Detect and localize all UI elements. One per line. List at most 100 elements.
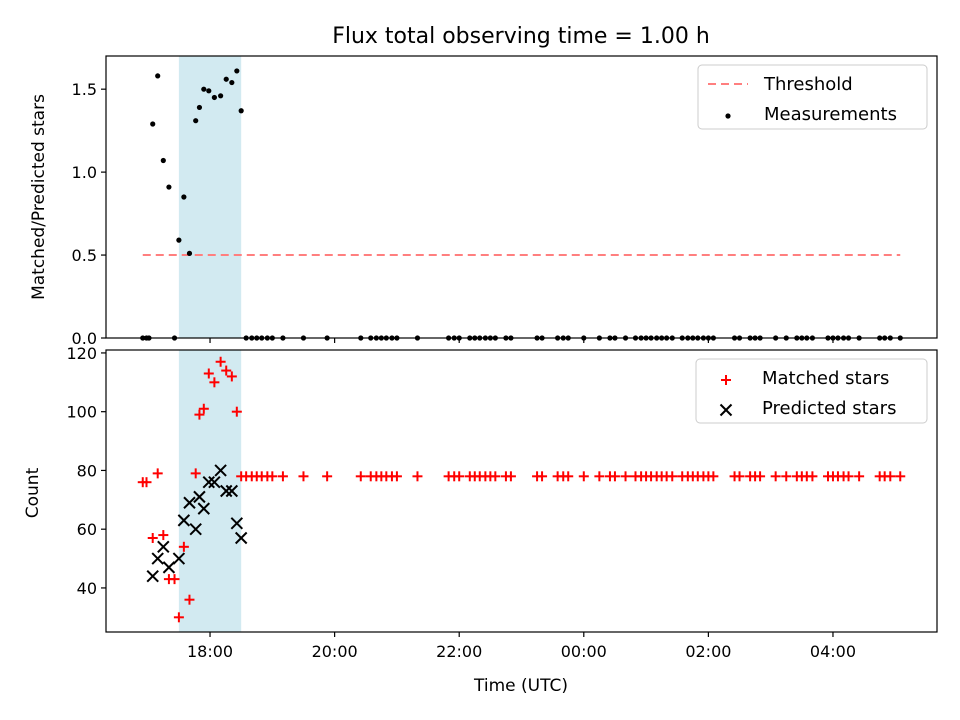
legend-bottom: Matched stars Predicted stars (695, 358, 928, 424)
predicted-star-point (208, 475, 221, 489)
measurement-point (223, 76, 229, 82)
predicted-star-point (225, 484, 239, 498)
matched-star-point (221, 365, 232, 376)
matched-star-point (770, 471, 781, 482)
matched-star-point (198, 403, 209, 414)
y-tick-label: 40 (77, 579, 97, 598)
matched-star-point (298, 471, 309, 482)
measurement-point (155, 73, 161, 79)
predicted-star-point (202, 475, 215, 489)
matched-star-point (209, 377, 220, 388)
matched-star-point (169, 574, 180, 585)
matched-star-point (708, 471, 719, 482)
y-tick-label: 1.5 (72, 80, 97, 99)
y-tick-label: 0.5 (72, 246, 97, 265)
matched-star-point (578, 471, 589, 482)
matched-star-point (781, 471, 792, 482)
measurement-point (193, 118, 199, 124)
matched-star-point (277, 471, 288, 482)
legend-measurement-swatch (725, 113, 731, 119)
matched-star-point (895, 471, 906, 482)
predicted-star-point (220, 484, 233, 498)
matched-star-point (203, 368, 214, 379)
matched-star-point (412, 471, 423, 482)
matched-star-point (755, 471, 766, 482)
y-tick-label: 120 (66, 344, 97, 363)
matched-star-point (609, 471, 620, 482)
predicted-star-point (146, 569, 159, 583)
matched-star-point (194, 409, 205, 420)
axes-frame (105, 349, 938, 633)
measurement-point (234, 68, 240, 74)
y-tick-label: 0.0 (72, 329, 97, 348)
matched-star-point (267, 471, 278, 482)
x-tick-label: 04:00 (810, 642, 856, 661)
matched-star-point (226, 371, 237, 382)
measurement-point (181, 194, 187, 200)
matched-star-point (885, 471, 896, 482)
chart-title: Flux total observing time = 1.00 h (332, 24, 710, 49)
measurement-point (176, 237, 182, 243)
predicted-star-point (172, 552, 186, 565)
matched-star-point (620, 471, 631, 482)
matched-star-point (734, 471, 745, 482)
y-tick-label: 100 (66, 403, 97, 422)
x-tick-label: 22:00 (436, 642, 482, 661)
predicted-star-point (230, 517, 244, 530)
predicted-star-point (189, 522, 202, 536)
predicted-star-point (214, 464, 227, 477)
matched-star-point (215, 356, 226, 367)
legend-top: Threshold Measurements (697, 64, 928, 130)
x-tick-label: 18:00 (187, 642, 233, 661)
measurement-point (166, 184, 172, 190)
y-tick-label: 80 (77, 461, 97, 480)
measurement-point (206, 88, 212, 94)
matched-star-point (505, 471, 516, 482)
measurement-point (150, 121, 156, 127)
legend-matched-swatch (721, 375, 731, 385)
predicted-star-point (177, 514, 191, 527)
predicted-star-point (197, 502, 211, 515)
matched-star-point (190, 468, 201, 479)
matched-star-point (178, 541, 189, 552)
matched-star-point (173, 612, 184, 623)
matched-star-point (147, 533, 158, 543)
legend-box (697, 64, 928, 130)
matched-star-point (322, 471, 333, 482)
matched-star-point (537, 471, 548, 482)
legend-label: Threshold (763, 74, 853, 95)
legend-label: Measurements (764, 104, 897, 125)
measurement-point (218, 93, 224, 99)
legend-label: Matched stars (762, 368, 889, 389)
axes-frame (105, 55, 938, 339)
measurement-point (196, 104, 203, 111)
matched-star-point (184, 594, 195, 605)
predicted-star-point (183, 496, 196, 509)
matched-star-point (158, 530, 169, 541)
legend-label: Predicted stars (762, 398, 896, 419)
x-tick-label: 00:00 (561, 642, 607, 661)
measurement-point (201, 86, 207, 92)
y-axis-label-ratio: Matched/Predicted stars (29, 94, 49, 300)
measurement-point (160, 157, 166, 164)
predicted-star-point (157, 540, 170, 554)
legend-box (695, 358, 928, 424)
matched-star-point (454, 471, 465, 482)
matched-star-point (490, 471, 501, 482)
x-tick-label: 20:00 (312, 642, 358, 661)
x-tick-label: 02:00 (685, 642, 731, 661)
top-panel: 0.0 0.5 1.0 1.5 Threshold Measurements (72, 55, 938, 348)
matched-star-point (141, 477, 152, 488)
measurement-point (238, 108, 244, 114)
bottom-panel: 40 60 80 100 120 18:00 20:00 22:00 00:00 02:00 04:… (66, 344, 938, 661)
y-axis-label-count: Count (23, 467, 43, 518)
x-axis-label: Time (UTC) (473, 676, 568, 696)
matched-star-point (391, 471, 402, 482)
observing-window-shade (178, 56, 242, 338)
measurement-point (211, 94, 217, 101)
measurement-point (229, 79, 235, 86)
legend-predicted-swatch (719, 403, 733, 417)
matched-star-point (843, 471, 854, 482)
matched-star-point (152, 468, 163, 479)
